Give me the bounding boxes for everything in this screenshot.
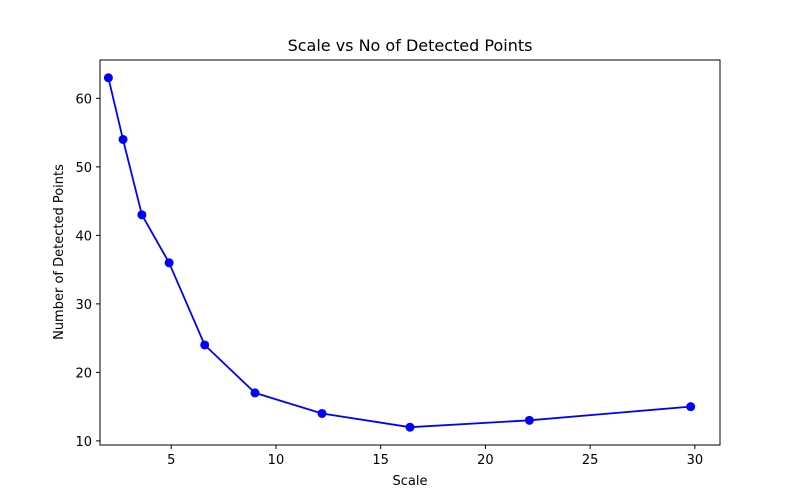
data-point [405, 422, 415, 432]
y-tick-label: 60 [75, 92, 92, 107]
plot-area: 5 10 15 20 25 30 10 20 30 40 50 60 [75, 59, 721, 468]
data-point [686, 402, 696, 412]
data-point [200, 340, 210, 350]
y-tick-label: 20 [75, 366, 92, 381]
y-tick-label: 10 [75, 435, 92, 450]
data-point [103, 73, 113, 83]
data-point [164, 258, 174, 268]
plot-frame [99, 59, 721, 446]
y-tick-label: 40 [75, 229, 92, 244]
x-axis-label: Scale [393, 474, 428, 489]
x-tick-label: 10 [268, 453, 285, 468]
x-tick-label: 5 [167, 453, 175, 468]
data-point [524, 415, 534, 425]
data-point [137, 210, 147, 220]
chart-title: Scale vs No of Detected Points [288, 36, 533, 55]
y-axis-ticks: 10 20 30 40 50 60 [75, 92, 100, 450]
x-tick-label: 20 [477, 453, 494, 468]
y-axis-label: Number of Detected Points [52, 164, 67, 340]
data-point [118, 134, 128, 144]
data-point [317, 408, 327, 418]
x-tick-label: 30 [687, 453, 704, 468]
data-point [250, 388, 260, 398]
y-tick-label: 50 [75, 161, 92, 176]
y-tick-label: 30 [75, 298, 92, 313]
x-tick-label: 15 [372, 453, 389, 468]
series-layer [103, 73, 696, 432]
x-axis-ticks: 5 10 15 20 25 30 [167, 445, 703, 468]
series-line [107, 77, 691, 429]
x-tick-label: 25 [582, 453, 599, 468]
